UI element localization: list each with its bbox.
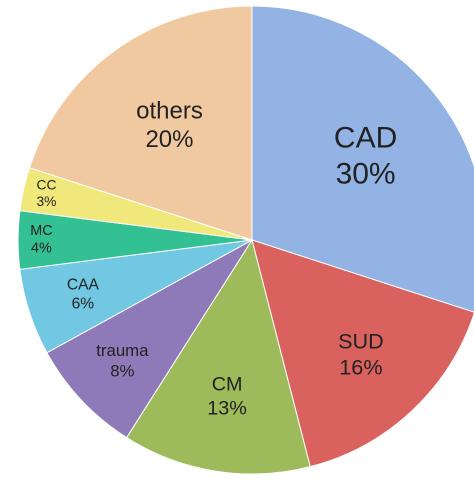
slice-value-label: 13% (207, 397, 247, 419)
slice-value-label: 4% (31, 240, 52, 256)
slice-label: CAA (67, 277, 100, 294)
pie-slice (46, 239, 253, 439)
slice-label: CM (212, 374, 243, 396)
pie-slice (251, 239, 474, 468)
slice-value-label: 20% (145, 126, 193, 153)
slice-label: trauma (96, 341, 149, 360)
pie-slice (28, 5, 253, 241)
slice-label: SUD (338, 329, 384, 354)
pie-slice (251, 5, 474, 313)
slice-value-label: 3% (36, 194, 56, 209)
slice-value-label: 16% (339, 355, 382, 380)
slice-label: CC (37, 177, 57, 192)
slice-value-label: 8% (110, 361, 134, 380)
slice-value-label: 6% (72, 295, 95, 312)
slice-value-label: 30% (336, 157, 396, 190)
slice-label: others (136, 97, 203, 124)
pie-slice (125, 238, 311, 475)
slice-label: CAD (334, 121, 397, 154)
slice-label: MC (30, 223, 52, 239)
